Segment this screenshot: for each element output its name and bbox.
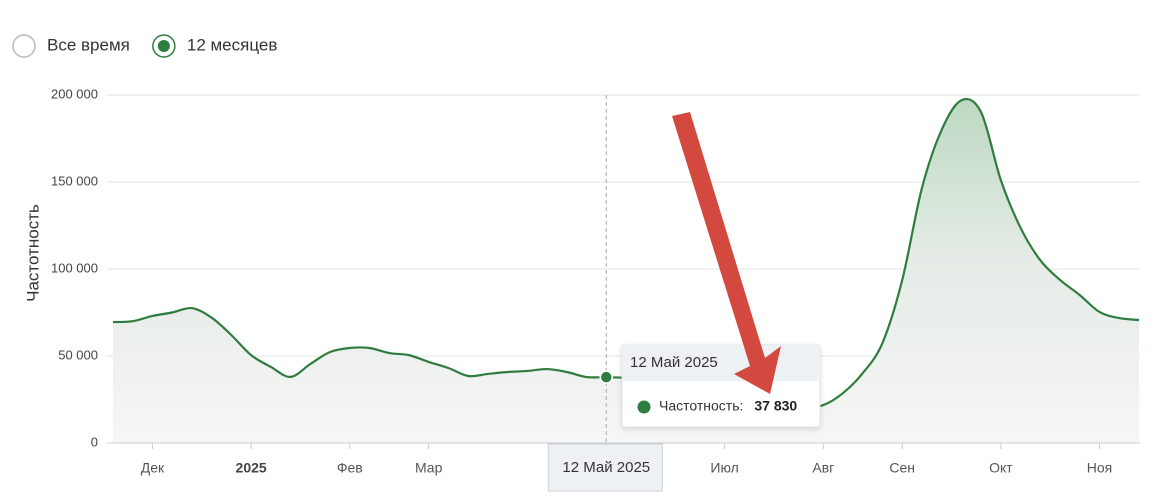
radio-label[interactable]: 12 месяцев bbox=[187, 35, 278, 54]
y-tick-label: 100 000 bbox=[51, 260, 98, 275]
tooltip-marker bbox=[637, 400, 651, 414]
crosshair-label: 12 Май 2025 bbox=[562, 459, 650, 476]
crosshair-label-box bbox=[547, 443, 663, 492]
x-tick-label: Авг bbox=[812, 460, 834, 476]
x-tick-label: Мар bbox=[415, 460, 443, 476]
tooltip-title: 12 Май 2025 bbox=[630, 354, 718, 371]
y-tick-label: 50 000 bbox=[58, 347, 98, 362]
radio-label[interactable]: Все время bbox=[47, 35, 130, 54]
x-tick-label: 2025 bbox=[236, 460, 267, 476]
x-tick-label: Фев bbox=[337, 460, 363, 476]
radio-option[interactable]: 12 месяцев bbox=[152, 34, 278, 58]
x-tick-label: Сен bbox=[889, 460, 915, 476]
grid: 0 50 000 100 000 150 000 200 000 bbox=[51, 86, 1140, 449]
x-tick-label: Дек bbox=[141, 460, 165, 476]
tooltip-value: 37 830 bbox=[754, 398, 797, 414]
x-tick-label: Окт bbox=[989, 460, 1013, 476]
radio-group: Все время 12 месяцев bbox=[12, 34, 278, 58]
y-tick-label: 150 000 bbox=[51, 173, 98, 188]
radio-circle[interactable] bbox=[12, 34, 36, 58]
tooltip-label: Частотность: bbox=[659, 398, 743, 414]
y-axis-label: Частотность bbox=[23, 204, 42, 302]
x-tick-label: Ноя bbox=[1087, 460, 1112, 476]
x-tick-label: Июл bbox=[710, 460, 738, 476]
area bbox=[113, 99, 1139, 443]
hover-point bbox=[599, 370, 614, 384]
annotation-arrow bbox=[672, 112, 781, 394]
radio-dot[interactable] bbox=[157, 40, 170, 52]
radio-option[interactable]: Все время bbox=[12, 34, 130, 58]
y-tick-label: 0 bbox=[91, 434, 98, 449]
y-tick-label: 200 000 bbox=[51, 86, 98, 101]
